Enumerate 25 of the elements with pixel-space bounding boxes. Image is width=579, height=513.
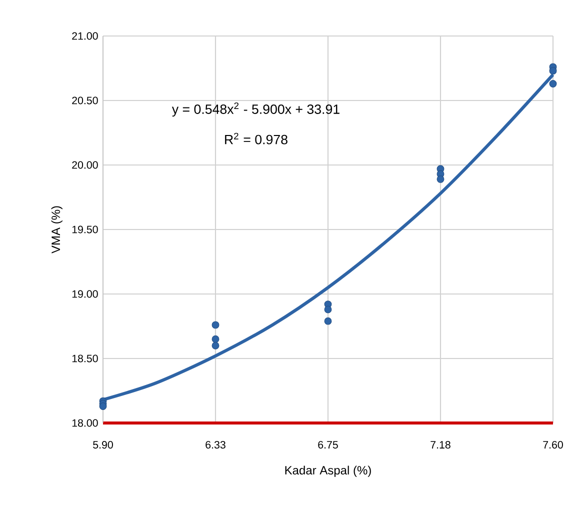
point (212, 321, 220, 329)
point (212, 335, 220, 343)
y-tick-label: 20.00 (72, 161, 98, 169)
y-tick-label: 18.00 (72, 419, 98, 427)
y-tick-label: 21.00 (72, 32, 98, 40)
x-tick-label: 6.75 (318, 441, 338, 449)
y-tick-label: 20.50 (72, 96, 98, 104)
point (436, 175, 444, 183)
point (99, 402, 107, 410)
point (549, 80, 557, 88)
x-axis-title: Kadar Aspal (%) (285, 466, 371, 477)
y-axis-title: VMA (%) (51, 206, 62, 254)
x-tick-label: 6.33 (206, 441, 226, 449)
y-tick-label: 19.00 (72, 290, 98, 298)
x-tick-label: 5.90 (93, 441, 113, 449)
annotation: y = 0.548x$^{2}$ - 5.900x + 33.91 (172, 102, 340, 117)
x-tick-label: 7.60 (543, 441, 563, 449)
annotation: R$^{2}$ = 0.978 (225, 132, 288, 144)
y-tick-label: 18.50 (72, 354, 98, 362)
point (212, 342, 220, 350)
point (324, 317, 332, 325)
point (324, 306, 332, 314)
y-tick-label: 19.50 (72, 226, 98, 234)
x-tick-label: 7.18 (430, 441, 450, 449)
point (549, 67, 557, 75)
